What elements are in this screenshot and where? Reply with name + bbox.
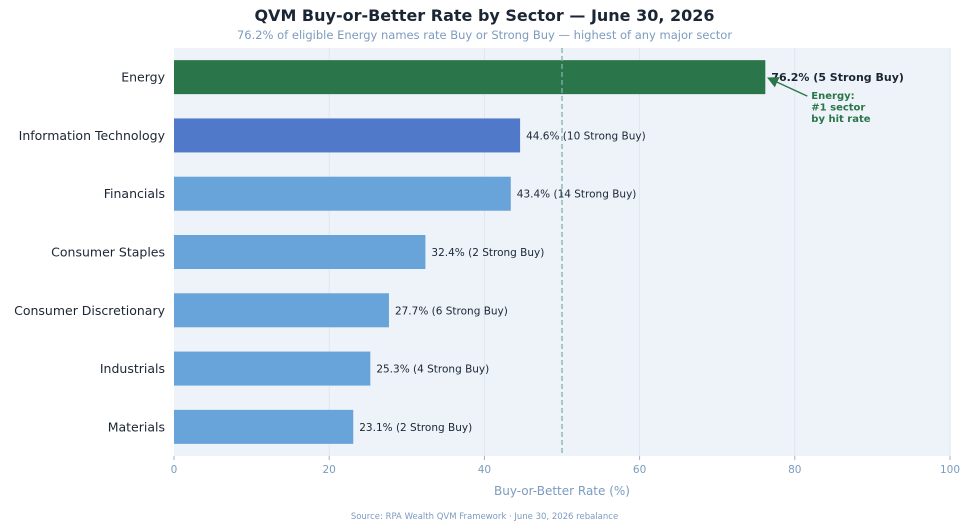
chart-source: Source: RPA Wealth QVM Framework · June … xyxy=(350,512,619,522)
x-tick-label: 0 xyxy=(171,464,178,476)
annotation-text: #1 sector xyxy=(811,103,865,114)
bar xyxy=(174,118,521,153)
data-label: 27.7% (6 Strong Buy) xyxy=(395,305,508,317)
x-axis-label: Buy-or-Better Rate (%) xyxy=(494,484,630,498)
data-label: 43.4% (14 Strong Buy) xyxy=(517,189,637,201)
data-label: 44.6% (10 Strong Buy) xyxy=(526,130,646,142)
axes: Energy Information Technology Financials Co… xyxy=(14,70,960,476)
category-label: Information Technology xyxy=(19,128,166,143)
annotation-text: by hit rate xyxy=(811,114,870,125)
bars xyxy=(174,60,766,444)
category-label: Energy xyxy=(121,70,165,85)
data-label: 25.3% (4 Strong Buy) xyxy=(376,364,489,376)
data-label: 23.1% (2 Strong Buy) xyxy=(359,422,472,434)
data-label: 76.2% (5 Strong Buy) xyxy=(771,71,904,84)
category-label: Consumer Discretionary xyxy=(14,303,165,318)
x-tick-label: 60 xyxy=(633,464,646,476)
bar xyxy=(174,176,511,211)
chart-subtitle: 76.2% of eligible Energy names rate Buy … xyxy=(236,28,733,42)
x-tick-label: 40 xyxy=(478,464,491,476)
x-tick-label: 100 xyxy=(940,464,960,476)
category-label: Industrials xyxy=(100,361,165,376)
bar xyxy=(174,409,354,444)
category-label: Consumer Staples xyxy=(51,245,165,260)
chart-title: QVM Buy-or-Better Rate by Sector — June … xyxy=(254,6,715,25)
bar xyxy=(174,60,766,95)
grid-lines xyxy=(328,48,951,456)
x-tick-label: 80 xyxy=(788,464,801,476)
annotation-text: Energy: xyxy=(811,91,854,102)
data-label: 32.4% (2 Strong Buy) xyxy=(431,247,544,259)
category-label: Materials xyxy=(108,419,165,434)
bar xyxy=(174,293,389,328)
bar xyxy=(174,351,371,386)
data-labels: 76.2% (5 Strong Buy) 44.6% (10 Strong Buy… xyxy=(359,71,904,434)
x-tick-label: 20 xyxy=(323,464,336,476)
annotation-arrow xyxy=(767,77,808,97)
bar xyxy=(174,235,426,269)
category-label: Financials xyxy=(104,186,165,201)
